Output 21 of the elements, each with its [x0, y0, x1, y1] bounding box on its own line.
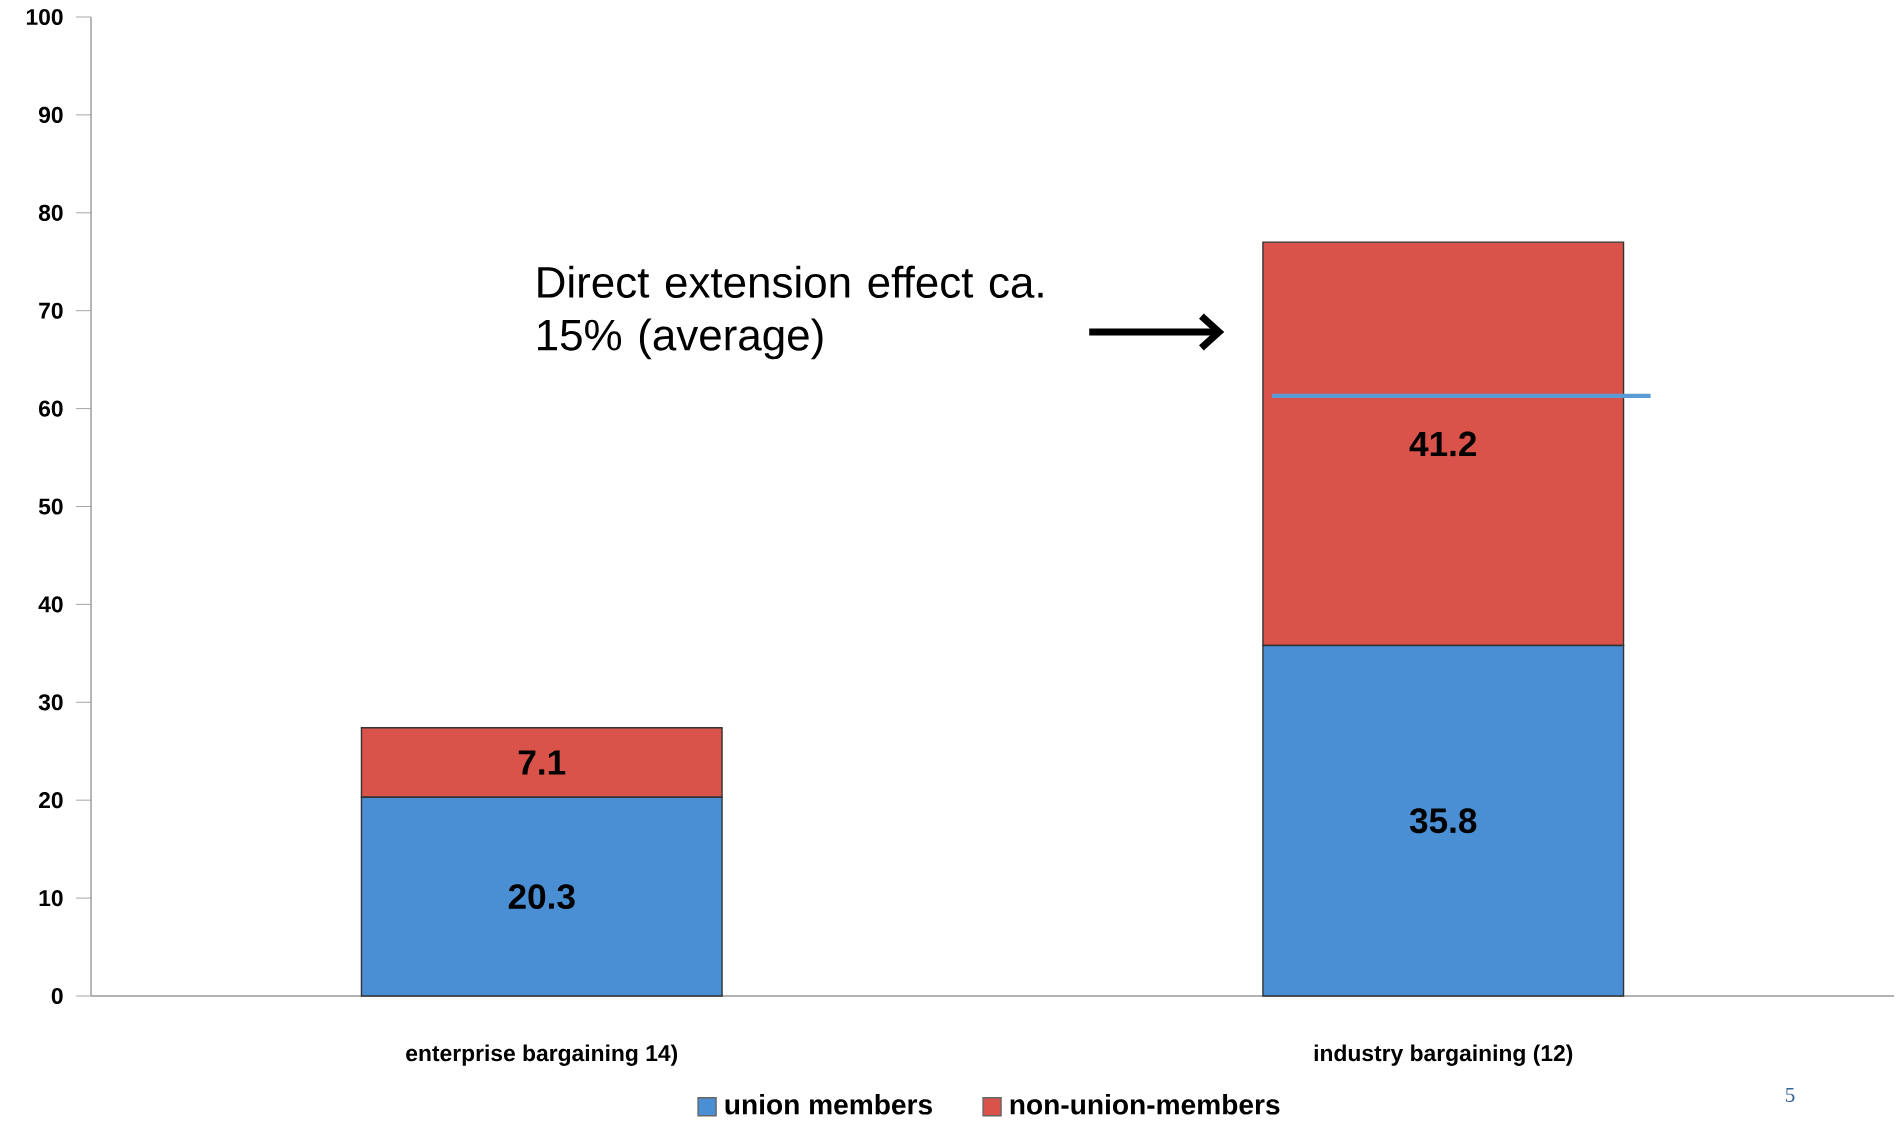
y-tick-label: 90 — [38, 106, 63, 123]
legend-label: non-union-members — [1010, 1093, 1280, 1115]
x-tick-label: industry bargaining (12) — [1314, 1044, 1573, 1066]
y-tick-label: 30 — [38, 694, 63, 711]
data-label: 35.8 — [1409, 808, 1477, 834]
y-tick-label: 0 — [51, 987, 63, 1005]
y-tick-label: 100 — [26, 8, 63, 26]
x-tick-label: enterprise bargaining 14) — [406, 1044, 678, 1066]
y-tick-label: 80 — [38, 204, 63, 221]
y-tick-label: 50 — [38, 498, 63, 515]
data-label: 7.1 — [518, 750, 566, 775]
y-tick-label: 70 — [39, 302, 63, 319]
data-label: 41.2 — [1409, 431, 1477, 457]
text: 5 — [1785, 1087, 1795, 1103]
y-tick-label: 60 — [39, 400, 63, 417]
y-tick-label: 10 — [39, 890, 63, 907]
annotation: Direct extension effect ca. 15% (average) — [538, 265, 1043, 360]
legend-label: union members — [725, 1093, 932, 1115]
data-label: 20.3 — [508, 884, 575, 910]
y-tick-label: 20 — [38, 792, 63, 809]
y-tick-label: 40 — [38, 596, 63, 613]
